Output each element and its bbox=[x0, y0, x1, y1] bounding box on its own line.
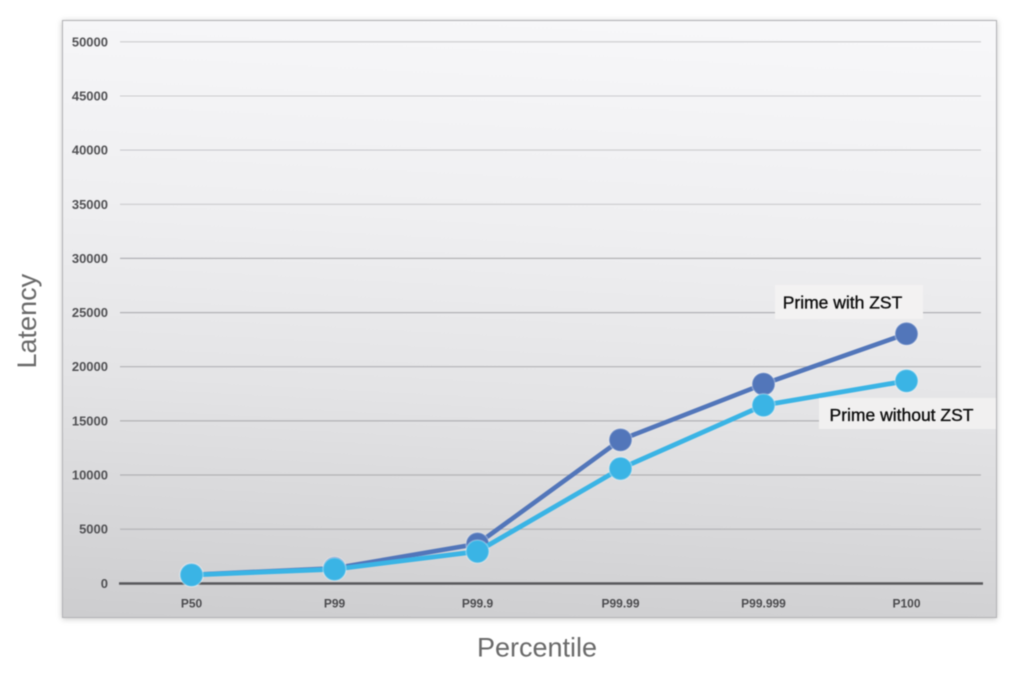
svg-text:0: 0 bbox=[101, 576, 108, 591]
svg-text:P99: P99 bbox=[324, 597, 346, 611]
svg-text:Prime without ZST: Prime without ZST bbox=[830, 405, 974, 425]
svg-text:P99.999: P99.999 bbox=[741, 597, 786, 611]
svg-text:Prime with ZST: Prime with ZST bbox=[783, 293, 903, 313]
svg-text:30000: 30000 bbox=[72, 251, 108, 266]
svg-text:25000: 25000 bbox=[72, 305, 108, 320]
svg-text:45000: 45000 bbox=[72, 89, 108, 104]
svg-text:40000: 40000 bbox=[72, 143, 108, 158]
svg-text:Percentile: Percentile bbox=[477, 632, 597, 662]
svg-text:50000: 50000 bbox=[72, 34, 108, 49]
svg-text:P50: P50 bbox=[181, 597, 203, 611]
svg-text:20000: 20000 bbox=[72, 359, 108, 374]
svg-text:10000: 10000 bbox=[72, 468, 108, 483]
svg-text:5000: 5000 bbox=[79, 522, 108, 537]
svg-text:P99.9: P99.9 bbox=[462, 597, 494, 611]
svg-text:35000: 35000 bbox=[72, 197, 108, 212]
svg-text:15000: 15000 bbox=[72, 413, 108, 428]
svg-text:P100: P100 bbox=[892, 597, 920, 611]
svg-text:P99.99: P99.99 bbox=[601, 597, 639, 611]
svg-text:Latency: Latency bbox=[12, 273, 42, 368]
